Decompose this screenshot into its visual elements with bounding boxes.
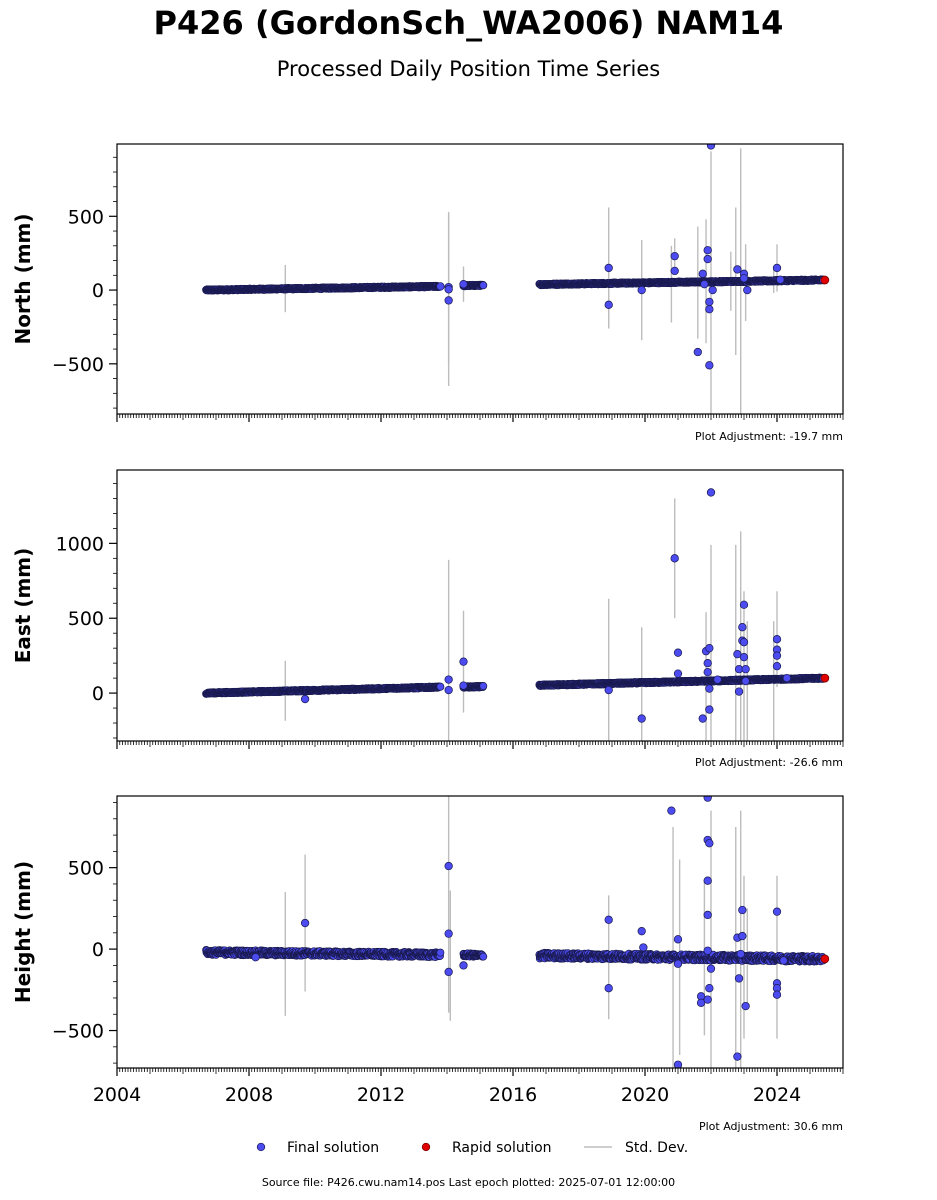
y-tick-label: 0 <box>92 683 104 705</box>
final-point <box>698 714 707 723</box>
axes-frame <box>116 469 844 742</box>
final-point <box>743 285 752 295</box>
final-point <box>444 285 453 294</box>
final-point <box>444 675 453 684</box>
final-point <box>693 347 702 357</box>
final-point <box>637 285 646 295</box>
panel-1: −500 0 500 North (mm) Plot Adjustment: -19.7… <box>11 143 844 443</box>
final-point <box>772 661 782 671</box>
chart-subtitle: Processed Daily Position Time Series <box>276 57 661 81</box>
final-point <box>703 667 712 677</box>
y-tick-label: −500 <box>52 354 104 376</box>
plot-adjustment-note: Plot Adjustment: -19.7 mm <box>695 430 843 443</box>
y-axis-label: East (mm) <box>11 548 35 664</box>
plot-area <box>202 144 830 414</box>
final-point <box>637 714 646 723</box>
final-point <box>739 653 749 662</box>
final-point <box>739 638 749 647</box>
final-point <box>705 305 714 314</box>
final-point <box>706 144 716 150</box>
plot-area <box>202 488 830 741</box>
rapid-point <box>820 673 830 683</box>
final-point <box>670 266 679 276</box>
final-point <box>741 664 750 674</box>
final-point <box>703 246 712 255</box>
final-point <box>741 676 750 686</box>
plot-adjustment-note: Plot Adjustment: -26.6 mm <box>695 756 843 769</box>
final-point <box>436 282 445 291</box>
final-point <box>772 635 782 644</box>
final-point <box>706 488 716 497</box>
y-tick-label: 0 <box>92 280 104 302</box>
final-point <box>738 623 747 632</box>
final-point <box>700 280 709 289</box>
final-point <box>705 644 714 653</box>
y-tick-label: 500 <box>68 608 104 630</box>
final-point <box>673 648 683 657</box>
final-point <box>436 682 445 691</box>
final-point <box>459 280 468 289</box>
final-point <box>782 673 792 683</box>
final-point <box>604 685 613 695</box>
final-point <box>703 658 712 668</box>
final-point <box>459 657 468 666</box>
final-point <box>673 669 683 678</box>
final-point <box>479 682 488 690</box>
final-point <box>772 651 782 660</box>
final-point <box>772 263 782 273</box>
final-point <box>705 297 714 307</box>
final-point <box>776 275 785 284</box>
final-point <box>705 705 714 714</box>
final-point <box>604 300 613 309</box>
final-point <box>479 952 488 961</box>
final-point <box>705 684 714 693</box>
final-point <box>703 254 712 264</box>
final-point <box>436 948 445 957</box>
final-point <box>479 281 488 290</box>
final-point <box>459 681 468 690</box>
y-tick-label: 1000 <box>56 533 104 555</box>
y-tick-label: 500 <box>68 206 104 228</box>
final-point <box>739 600 749 609</box>
chart-title: P426 (GordonSch_WA2006) NAM14 <box>153 4 784 42</box>
final-point <box>444 296 453 305</box>
final-point <box>604 263 613 273</box>
final-point <box>698 269 707 278</box>
final-point <box>670 251 679 261</box>
panel-2: 0 500 1000 East (mm) Plot Adjustment: -26.6 … <box>11 469 844 769</box>
plot-area <box>202 796 830 1068</box>
final-point <box>739 274 749 283</box>
final-point <box>300 694 310 704</box>
final-point <box>670 554 679 563</box>
y-axis-label: North (mm) <box>11 213 35 344</box>
final-point <box>705 361 714 370</box>
rapid-point <box>820 275 830 285</box>
final-point <box>708 285 717 295</box>
final-point <box>734 687 744 696</box>
final-point <box>713 675 722 684</box>
final-point <box>444 685 453 695</box>
final-point <box>733 265 742 274</box>
